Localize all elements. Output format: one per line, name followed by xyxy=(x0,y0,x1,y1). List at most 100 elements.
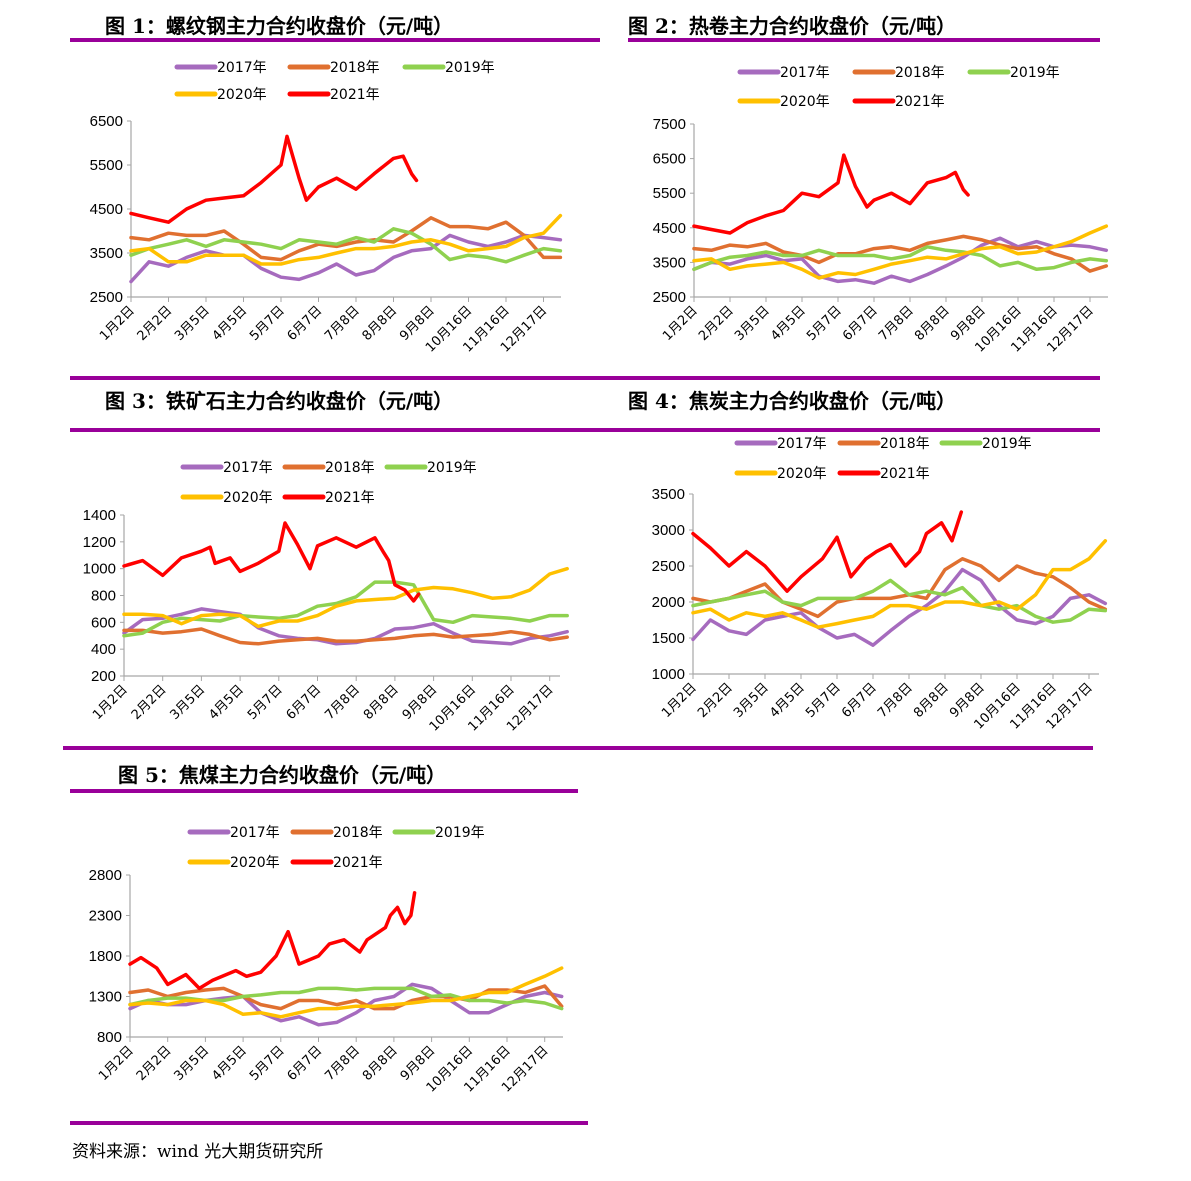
legend-item: 2017年 xyxy=(180,460,273,476)
chart-title: 图 3：铁矿石主力合约收盘价（元/吨） xyxy=(105,389,453,413)
series-line-2020 xyxy=(692,224,1109,280)
legend-item: 2019年 xyxy=(939,436,1032,452)
legend-item: 2019年 xyxy=(392,825,485,841)
charts: 图 1：螺纹钢主力合约收盘价（元/吨） 2500 3500 4500 5500 6500 1… xyxy=(83,14,1109,1096)
x-tick-label: 2月2日 xyxy=(134,1043,175,1084)
series-line-2021 xyxy=(128,891,417,991)
y-tick-label: 600 xyxy=(91,614,116,631)
legend-item: 2018年 xyxy=(287,60,380,76)
dividers xyxy=(63,38,1100,1125)
legend-label: 2020年 xyxy=(780,94,830,110)
series-line-2021 xyxy=(692,153,970,235)
x-tick-label: 3月5日 xyxy=(172,1043,213,1084)
legend-label: 2017年 xyxy=(777,436,827,452)
y-tick-label: 3000 xyxy=(652,522,685,539)
x-tick-label: 2月2日 xyxy=(135,303,176,344)
x-tick-label: 7月8日 xyxy=(322,303,363,344)
legend-label: 2019年 xyxy=(1010,65,1060,81)
x-tick-label: 8月8日 xyxy=(911,680,952,721)
x-tick-label: 1月2日 xyxy=(660,303,701,344)
series-line-2018 xyxy=(691,557,1108,619)
x-tick-label: 8月8日 xyxy=(912,303,953,344)
y-tick-label: 6500 xyxy=(90,113,123,130)
x-tick-label: 2月2日 xyxy=(695,680,736,721)
legend-label: 2018年 xyxy=(330,60,380,76)
legend-item: 2021年 xyxy=(287,87,380,103)
chart-2: 图 2：热卷主力合约收盘价（元/吨） 2500 3500 4500 5500 6500 75… xyxy=(628,14,1109,356)
legend-label: 2019年 xyxy=(982,436,1032,452)
legend-item: 2018年 xyxy=(837,436,930,452)
x-tick-label: 8月8日 xyxy=(360,303,401,344)
y-tick-label: 800 xyxy=(91,588,116,605)
x-tick-label: 6月7日 xyxy=(285,303,326,344)
chart-title: 图 1：螺纹钢主力合约收盘价（元/吨） xyxy=(105,14,453,38)
legend-label: 2020年 xyxy=(223,490,273,506)
legend-label: 2018年 xyxy=(895,65,945,81)
series-line-2020 xyxy=(122,566,569,629)
legend-label: 2017年 xyxy=(780,65,830,81)
x-tick-label: 8月8日 xyxy=(360,1043,401,1084)
legend-label: 2020年 xyxy=(777,466,827,482)
legend-item: 2021年 xyxy=(290,855,383,871)
legend-label: 2018年 xyxy=(333,825,383,841)
chart-1: 图 1：螺纹钢主力合约收盘价（元/吨） 2500 3500 4500 5500 6500 1… xyxy=(90,14,563,356)
y-tick-label: 2500 xyxy=(90,289,123,306)
y-tick-label: 2500 xyxy=(652,558,685,575)
x-tick-label: 5月7日 xyxy=(247,1043,288,1084)
series-line-2020 xyxy=(128,966,564,1019)
y-tick-label: 1300 xyxy=(89,989,122,1006)
x-tick-label: 6月7日 xyxy=(284,682,325,723)
legend-item: 2021年 xyxy=(282,490,375,506)
series-line-2017 xyxy=(691,567,1108,647)
legend-label: 2020年 xyxy=(230,855,280,871)
legend-label: 2017年 xyxy=(223,460,273,476)
chart-title: 图 2：热卷主力合约收盘价（元/吨） xyxy=(628,14,956,38)
legend-label: 2018年 xyxy=(880,436,930,452)
legend-label: 2021年 xyxy=(325,490,375,506)
legend-item: 2019年 xyxy=(384,460,477,476)
y-tick-label: 4500 xyxy=(90,201,123,218)
x-tick-label: 7月8日 xyxy=(876,303,917,344)
x-tick-label: 6月7日 xyxy=(839,680,880,721)
series-line-2021 xyxy=(691,510,964,593)
legend-item: 2020年 xyxy=(180,490,273,506)
y-tick-label: 1200 xyxy=(83,534,116,551)
legend-item: 2018年 xyxy=(852,65,945,81)
legend-label: 2017年 xyxy=(217,60,267,76)
y-tick-label: 2500 xyxy=(653,289,686,306)
y-tick-label: 400 xyxy=(91,641,116,658)
series-line-2017 xyxy=(692,236,1109,285)
y-tick-label: 200 xyxy=(91,668,116,685)
legend-item: 2017年 xyxy=(737,65,830,81)
legend-item: 2018年 xyxy=(282,460,375,476)
legend-item: 2019年 xyxy=(967,65,1060,81)
y-tick-label: 1400 xyxy=(83,507,116,524)
legend-item: 2021年 xyxy=(837,466,930,482)
legend-label: 2021年 xyxy=(895,94,945,110)
y-tick-label: 3500 xyxy=(653,254,686,271)
chart-title: 图 5：焦煤主力合约收盘价（元/吨） xyxy=(118,763,446,787)
legend-item: 2020年 xyxy=(174,87,267,103)
chart-5: 图 5：焦煤主力合约收盘价（元/吨） 800 1300 1800 2300 2800 1月2… xyxy=(89,763,564,1096)
x-tick-label: 4月5日 xyxy=(767,680,808,721)
series-line-2019 xyxy=(691,578,1108,624)
x-tick-label: 5月7日 xyxy=(804,303,845,344)
x-tick-label: 1月2日 xyxy=(90,682,131,723)
x-tick-label: 2月2日 xyxy=(696,303,737,344)
legend-item: 2017年 xyxy=(187,825,280,841)
legend-item: 2020年 xyxy=(734,466,827,482)
x-tick-label: 3月5日 xyxy=(732,303,773,344)
x-tick-label: 5月7日 xyxy=(245,682,286,723)
legend-item: 2019年 xyxy=(402,60,495,76)
y-tick-label: 1000 xyxy=(652,666,685,683)
legend-label: 2018年 xyxy=(325,460,375,476)
x-tick-label: 1月2日 xyxy=(97,303,138,344)
x-tick-label: 8月8日 xyxy=(361,682,402,723)
legend-label: 2019年 xyxy=(427,460,477,476)
legend-item: 2020年 xyxy=(737,94,830,110)
legend-item: 2017年 xyxy=(174,60,267,76)
y-tick-label: 1800 xyxy=(89,948,122,965)
x-tick-label: 3月5日 xyxy=(168,682,209,723)
legend-label: 2017年 xyxy=(230,825,280,841)
